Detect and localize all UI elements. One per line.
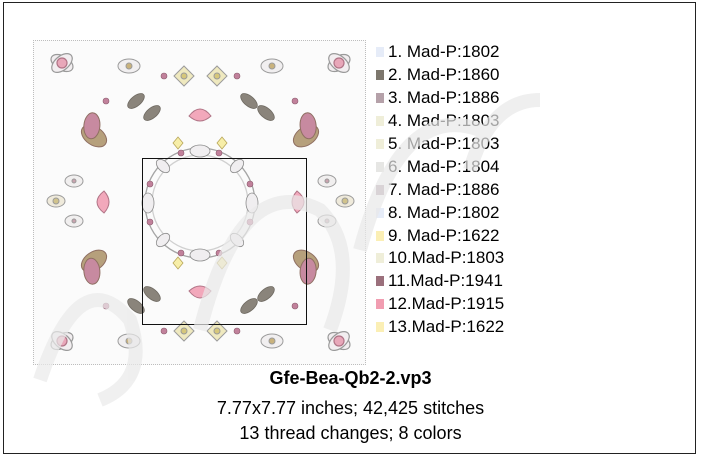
thread-color-swatch [376,276,384,287]
thread-label: 5. Mad-P:1803 [388,134,500,153]
flower-motif [327,331,351,351]
thread-label: 6. Mad-P:1804 [388,156,500,176]
thread-color-swatch [376,139,384,149]
thread-legend: 1. Mad-P:1802 2. Mad-P:1860 3. Mad-P:1886 4… [376,41,696,339]
thread-color-swatch [376,116,384,127]
thread-legend-item: 2. Mad-P:1860 [376,64,696,87]
thread-label: 11.Mad-P:1941 [388,271,503,291]
design-info-panel: 1. Mad-P:1802 2. Mad-P:1860 3. Mad-P:1886 4… [3,2,696,454]
thread-legend-item: 4. Mad-P:1803 [376,110,696,133]
thread-legend-item: 8. Mad-P:1802 [376,201,696,224]
thread-color-swatch [376,207,384,218]
thread-color-swatch [376,253,384,264]
thread-legend-item: 12.Mad-P:1915 [376,293,696,316]
thread-color-swatch [376,184,384,195]
size-stitches-text: 7.77x7.77 inches; 42,425 stitches [216,398,485,418]
thread-label: 1. Mad-P:1802 [388,42,500,62]
file-name: Gfe-Bea-Qb2-2.vp3 [269,368,432,388]
thread-color-swatch [376,70,384,81]
thread-label: 4. Mad-P:1803 [388,111,500,131]
hoop-outline [142,158,307,325]
thread-legend-item: 11.Mad-P:1941 [376,270,696,293]
thread-label: 7. Mad-P:1886 [388,179,500,199]
thread-label: 10.Mad-P:1803 [388,248,505,268]
thread-label: 13.Mad-P:1622 [388,317,505,337]
thread-legend-item: 13.Mad-P:1622 [376,316,696,339]
flower-motif [50,331,74,351]
thread-color-swatch [376,299,384,310]
thread-label: 2. Mad-P:1860 [388,65,500,85]
thread-legend-item: 7. Mad-P:1886 [376,178,696,201]
thread-legend-item: 3. Mad-P:1886 [376,87,696,110]
thread-label: 3. Mad-P:1886 [388,88,500,108]
thread-color-swatch [376,47,384,58]
thread-changes-text: 13 thread changes; 8 colors [239,423,462,443]
flower-motif [50,53,74,73]
thread-legend-item: 10.Mad-P:1803 [376,247,696,270]
thread-legend-item: 6. Mad-P:1804 [376,155,696,178]
thread-color-swatch [376,230,384,241]
thread-label: 8. Mad-P:1802 [388,202,500,222]
thread-legend-item: 1. Mad-P:1802 [376,41,696,64]
thread-legend-item: 5. Mad-P:1803 [376,133,696,156]
thread-color-swatch [376,93,384,104]
flower-motif [327,53,351,73]
thread-label: 12.Mad-P:1915 [388,294,505,314]
thread-color-swatch [376,322,384,333]
thread-legend-item: 9. Mad-P:1622 [376,224,696,247]
thread-color-swatch [376,161,384,172]
thread-label: 9. Mad-P:1622 [388,225,500,245]
embroidery-preview [33,40,366,365]
